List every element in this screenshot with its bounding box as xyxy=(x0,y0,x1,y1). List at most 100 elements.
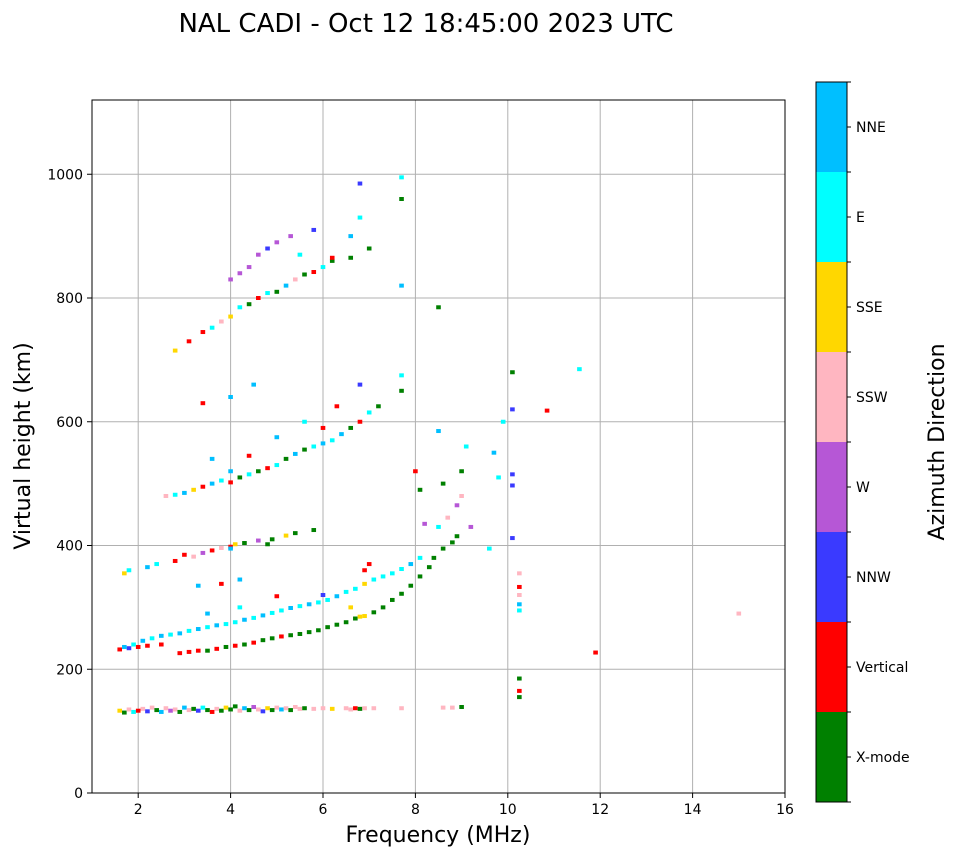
data-point-nnw xyxy=(311,227,317,232)
data-point-vertical xyxy=(353,706,358,711)
data-point-nne xyxy=(182,490,187,495)
data-point-x-mode xyxy=(366,246,372,251)
data-point-nne xyxy=(209,481,215,486)
y-ticks: 0 200 400 600 800 1000 xyxy=(47,167,92,802)
data-point-vertical xyxy=(195,648,201,653)
data-point-x-mode xyxy=(297,631,303,636)
data-point-vertical xyxy=(544,408,550,413)
data-point-x-mode xyxy=(431,555,437,560)
data-point-e xyxy=(577,367,582,372)
data-point-x-mode xyxy=(292,531,298,536)
data-point-x-mode xyxy=(426,565,432,570)
data-point-e xyxy=(329,438,335,443)
data-point-x-mode xyxy=(510,370,515,375)
data-point-nne xyxy=(214,623,220,628)
data-point-e xyxy=(172,492,178,497)
data-point-vertical xyxy=(357,419,363,424)
data-point-x-mode xyxy=(256,469,261,474)
data-point-vertical xyxy=(517,584,522,589)
data-point-e xyxy=(399,373,404,378)
colorbar-frame xyxy=(815,81,848,803)
data-point-nnw xyxy=(265,246,270,251)
data-point-e xyxy=(279,608,284,613)
data-point-ssw xyxy=(126,707,132,712)
data-point-x-mode xyxy=(459,469,464,474)
data-point-ssw xyxy=(163,706,169,711)
data-point-x-mode xyxy=(440,481,446,486)
data-point-ssw xyxy=(219,545,224,550)
data-point-x-mode xyxy=(371,610,377,615)
colorbar-swatch-sse xyxy=(816,262,847,352)
data-point-nne xyxy=(242,617,247,622)
data-point-ssw xyxy=(149,705,155,710)
data-point-nne xyxy=(182,705,187,710)
data-point-vertical xyxy=(517,688,522,693)
data-point-e xyxy=(237,605,243,610)
colorbar-label-e: E xyxy=(856,210,865,226)
data-point-sse xyxy=(348,605,354,610)
data-point-ssw xyxy=(283,706,289,711)
y-tick-label: 600 xyxy=(56,415,83,431)
data-point-nne xyxy=(228,469,233,474)
data-point-x-mode xyxy=(228,707,233,712)
data-point-e xyxy=(320,265,326,270)
data-point-sse xyxy=(232,542,238,547)
data-point-x-mode xyxy=(122,710,127,715)
data-point-nne xyxy=(242,706,247,711)
data-point-x-mode xyxy=(343,620,349,625)
data-point-vertical xyxy=(334,404,340,409)
data-point-sse xyxy=(191,487,196,492)
data-point-e xyxy=(311,444,317,449)
x-tick-label: 14 xyxy=(684,802,702,818)
data-point-e xyxy=(517,608,522,613)
data-point-ssw xyxy=(297,706,303,711)
data-point-w xyxy=(288,234,293,239)
data-point-e xyxy=(380,574,386,579)
data-point-ssw xyxy=(459,494,464,498)
data-point-x-mode xyxy=(177,709,183,714)
data-point-ssw xyxy=(292,277,298,282)
data-point-sse xyxy=(228,314,233,319)
data-point-ssw xyxy=(311,706,317,711)
colorbar-label-sse: SSE xyxy=(856,300,883,316)
data-point-sse xyxy=(172,348,178,353)
data-point-x-mode xyxy=(154,708,159,713)
data-point-w xyxy=(256,252,261,257)
colorbar-label-x-mode: X-mode xyxy=(856,750,910,766)
x-tick-label: 16 xyxy=(776,802,794,818)
data-point-x-mode xyxy=(205,708,210,713)
data-point-nnw xyxy=(510,536,515,541)
data-point-vertical xyxy=(135,644,141,649)
data-point-vertical xyxy=(182,552,187,557)
data-point-x-mode xyxy=(390,597,395,602)
data-point-vertical xyxy=(186,649,192,654)
data-point-vertical xyxy=(366,562,372,567)
data-point-e xyxy=(149,636,155,641)
data-point-ssw xyxy=(292,704,298,709)
data-point-e xyxy=(496,475,501,480)
data-point-x-mode xyxy=(265,542,270,547)
data-point-x-mode xyxy=(399,388,404,393)
data-point-nne xyxy=(334,594,340,599)
data-point-x-mode xyxy=(242,642,247,647)
data-point-vertical xyxy=(145,643,150,648)
data-point-x-mode xyxy=(306,630,312,635)
data-point-x-mode xyxy=(517,695,522,700)
data-point-vertical xyxy=(219,581,224,586)
y-axis-label: Virtual height (km) xyxy=(11,342,36,549)
data-point-nne xyxy=(348,234,354,239)
data-point-x-mode xyxy=(205,648,210,653)
data-point-ssw xyxy=(440,705,446,710)
data-point-nnw xyxy=(357,382,363,387)
data-point-w xyxy=(274,240,280,245)
data-point-nne xyxy=(279,707,284,712)
data-point-ssw xyxy=(517,593,522,597)
data-point-sse xyxy=(122,571,127,576)
data-point-ssw xyxy=(362,706,367,711)
data-point-nne xyxy=(159,633,164,638)
grid-lines xyxy=(92,100,786,794)
data-point-nne xyxy=(159,709,164,714)
data-point-e xyxy=(251,615,256,620)
data-point-nne xyxy=(177,631,183,636)
data-point-vertical xyxy=(362,568,367,573)
